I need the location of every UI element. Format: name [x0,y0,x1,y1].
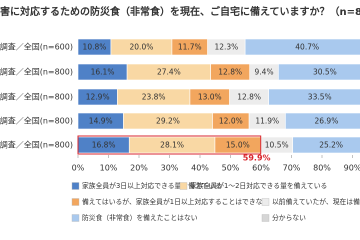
value-label: 29.2% [156,117,180,126]
legend-swatch [179,182,188,190]
value-label: 15.0% [226,141,250,150]
value-label: 23.8% [142,93,166,102]
value-label: 16.1% [91,68,115,77]
legend-label: 家族全員が1〜2日対応できる量を備えている [190,181,327,190]
bar-segment [285,112,360,130]
category-label: 調査／全国(n=800) [0,92,73,102]
category-label: 調査／全国(n=800) [0,140,73,150]
bar-segment [268,88,360,106]
category-label: 調査／全国(n=800) [0,116,73,126]
value-label: 10.8% [83,43,107,52]
value-label: 14.9% [89,117,113,126]
x-tick-label: 60% [252,164,270,173]
value-label: 30.5% [313,68,337,77]
value-label: 20.0% [130,43,154,52]
x-tick-label: 0% [72,164,85,173]
bar-segment [244,38,360,56]
value-label: 25.2% [319,141,343,150]
legend-swatch [71,214,80,222]
value-label: 9.4% [255,68,274,77]
legend-swatch [71,198,80,206]
value-label: 11.7% [178,43,202,52]
legend-swatch [261,214,270,222]
legend-swatch [71,182,80,190]
value-label: 12.9% [86,93,110,102]
annotation-box [77,135,262,155]
value-label: 13.0% [198,93,222,102]
x-tick-label: 20% [130,164,148,173]
legend-label: 家族全員が3日以上対応できる量を備えている [82,181,222,190]
value-label: 27.4% [157,68,181,77]
category-label: 調査／全国(n=600) [0,42,73,52]
category-label: 調査／全国(n=800) [0,67,73,77]
legend-label: 分からない [272,213,306,222]
x-tick-label: 90% [344,164,360,173]
bar-segment [278,63,360,81]
value-label: 40.7% [295,43,319,52]
legend-label: 備えてはいるが、家族全員が1日以上対応することはできない [82,197,269,206]
x-tick-label: 70% [283,164,301,173]
value-label: 26.9% [315,117,339,126]
x-tick-label: 10% [100,164,118,173]
x-tick-label: 80% [313,164,331,173]
value-label: 33.5% [308,93,332,102]
legend-swatch [261,198,270,206]
legend-label: 防災食（非常食）を備えたことはない [82,213,198,222]
x-tick-label: 50% [222,164,240,173]
value-label: 28.1% [160,141,184,150]
value-label: 16.8% [92,141,116,150]
value-label: 12.0% [219,117,243,126]
bar-segment [292,136,360,154]
x-tick-label: 40% [191,164,209,173]
value-label: 11.9% [255,117,279,126]
legend-label: 以前備えていたが、現在は備えていない [272,197,360,206]
value-label: 12.8% [237,93,261,102]
value-label: 12.8% [218,68,242,77]
x-tick-label: 30% [161,164,179,173]
value-label: 12.3% [214,43,238,52]
annotation-label: 59.9% [243,154,271,163]
value-label: 10.5% [265,141,289,150]
chart-title: 害に対応するための防災食（非常食）を現在、ご自宅に備えていますか？（n=800／… [0,5,360,18]
